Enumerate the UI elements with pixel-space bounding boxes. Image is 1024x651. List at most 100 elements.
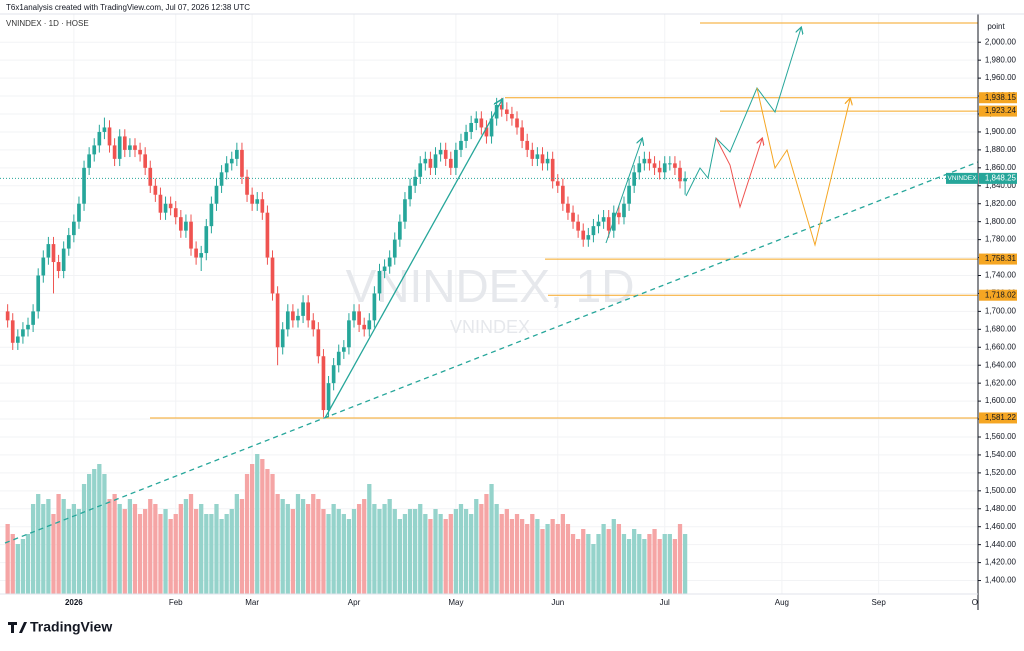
volume-bar [469, 514, 474, 594]
last-price-tag [979, 172, 1017, 184]
volume-bar [525, 524, 530, 594]
drawings [4, 22, 978, 544]
volume-bar [173, 514, 178, 594]
candle-body [632, 172, 637, 186]
volume-bar [127, 499, 133, 594]
volume-bar [290, 509, 296, 594]
volume-bar [438, 514, 443, 594]
candle-body [21, 329, 25, 337]
candle-body [245, 176, 249, 195]
volume-bar [239, 499, 245, 594]
volume-bar [535, 519, 540, 594]
level-label: 1,923.24 [985, 106, 1017, 115]
volume-bar [219, 519, 224, 594]
candle-body [112, 145, 117, 159]
volume-bar [433, 509, 438, 594]
volume-bar [15, 544, 20, 594]
volume-bar [448, 514, 453, 594]
candle-body [189, 221, 193, 249]
x-tick-label: Jun [551, 598, 564, 607]
level-label: 1,581.22 [985, 413, 1017, 422]
candle-body [92, 145, 97, 155]
candle-body [667, 163, 672, 165]
volume-bar [581, 529, 586, 594]
candle-body [291, 311, 295, 321]
volume-bar [341, 514, 346, 594]
candle-body [178, 217, 183, 231]
candle-body [219, 172, 224, 186]
x-tick-label: May [448, 598, 463, 607]
candle-body [229, 158, 234, 164]
volume-bar [647, 534, 652, 594]
last-price-name-tag [946, 172, 978, 184]
candle-body [382, 266, 387, 272]
x-tick-label: Feb [169, 598, 183, 607]
volume-bar [560, 514, 565, 594]
y-tick-label: 1,600.00 [985, 396, 1017, 405]
volume-bar [387, 499, 392, 594]
candle-body [194, 248, 198, 258]
volume-bar [265, 469, 270, 594]
x-tick-label: Apr [348, 598, 361, 607]
y-tick-label: 1,520.00 [985, 468, 1017, 477]
volume-bar [418, 504, 423, 594]
candle-body [163, 203, 168, 213]
candle-body [336, 351, 341, 366]
volume-bar [346, 519, 352, 594]
volume-bar [550, 519, 555, 594]
volume-bar [428, 519, 433, 594]
candle-body [138, 149, 142, 155]
y-tick-label: 1,740.00 [985, 271, 1017, 280]
candle-body [403, 199, 407, 222]
candle-body [326, 383, 331, 411]
volume-bar [652, 529, 657, 594]
candle-body [418, 163, 423, 177]
volume-bar [509, 519, 515, 594]
watermark: VNINDEX, 1D [346, 260, 635, 312]
candle-body [26, 324, 30, 330]
volume-bar [382, 504, 387, 594]
candle-body [387, 257, 392, 267]
volume-bar [351, 509, 357, 594]
watermark-sub: VNINDEX [450, 317, 530, 337]
level-tag [979, 412, 1017, 424]
candle-body [510, 114, 514, 119]
candle-body [357, 311, 361, 325]
candle-body [41, 257, 46, 276]
candle-body [270, 257, 275, 294]
volume-bar [280, 499, 285, 594]
volume-bar [606, 529, 611, 594]
level-tag [979, 253, 1017, 265]
volume-bar [132, 504, 138, 594]
candle-body [555, 181, 560, 186]
candle-body [617, 212, 621, 218]
volume-bar [46, 499, 51, 594]
volume-bar [56, 494, 61, 594]
credit: T6x1analysis created with TradingView.co… [6, 3, 250, 12]
candle-body [321, 356, 326, 411]
x-tick-label: Sep [872, 598, 887, 607]
volume-bar [504, 509, 509, 594]
volume-bar [300, 499, 306, 594]
volume-bar [453, 509, 459, 594]
y-tick-label: 1,620.00 [985, 378, 1017, 387]
volume-bar [423, 514, 428, 594]
volume-bar [71, 504, 76, 594]
y-tick-label: 1,480.00 [985, 504, 1017, 513]
candle-body [331, 365, 336, 384]
candle-body [275, 293, 280, 348]
volume-bar [92, 469, 97, 594]
candle-body [576, 221, 580, 231]
candle-body [601, 217, 606, 222]
volume-bar [458, 504, 464, 594]
candle-body [683, 178, 687, 182]
volume-bar [484, 494, 489, 594]
volume-bar [413, 509, 418, 594]
candle-body [301, 302, 305, 316]
logo: TradingView [8, 619, 112, 635]
volume-bar [244, 474, 250, 594]
volume-bar [143, 509, 148, 594]
candle-body [545, 158, 550, 164]
candle-body [153, 185, 158, 195]
candle-body [566, 203, 570, 213]
